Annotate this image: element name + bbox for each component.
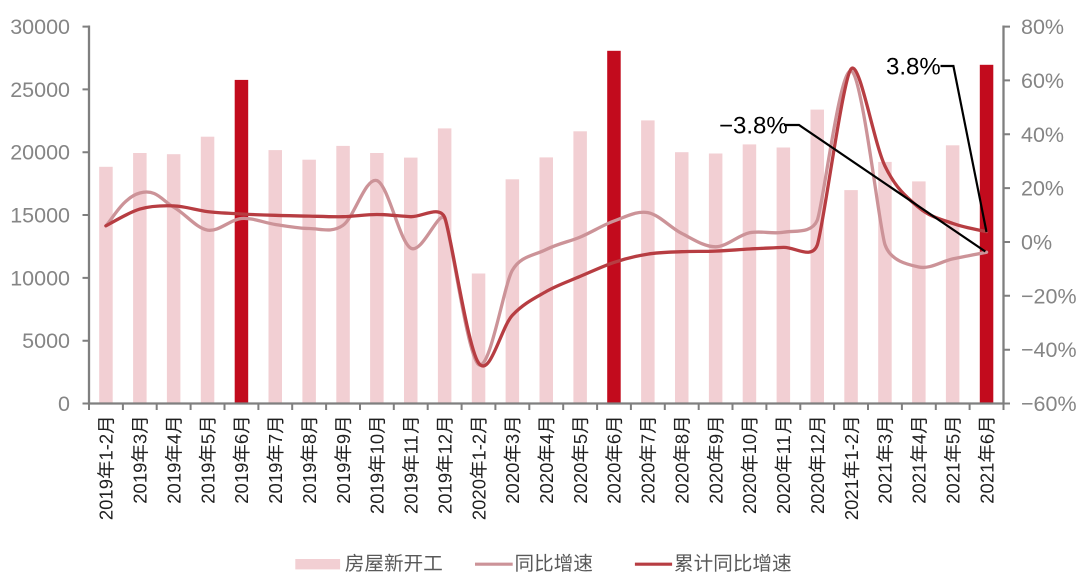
svg-text:2020: 2020 xyxy=(705,463,726,504)
svg-text:2020: 2020 xyxy=(739,473,760,514)
svg-text:2019: 2019 xyxy=(367,473,388,514)
svg-text:2019: 2019 xyxy=(96,479,117,520)
svg-text:0: 0 xyxy=(58,392,70,416)
svg-text:1-2: 1-2 xyxy=(96,434,117,461)
svg-text:−60%: −60% xyxy=(1021,392,1077,416)
svg-text:20%: 20% xyxy=(1021,177,1064,201)
svg-text:−3.8%: −3.8% xyxy=(719,113,788,140)
svg-text:−40%: −40% xyxy=(1021,338,1077,362)
svg-text:1-2: 1-2 xyxy=(468,434,489,461)
svg-text:7: 7 xyxy=(638,434,659,444)
svg-text:8: 8 xyxy=(671,434,692,444)
svg-text:2019: 2019 xyxy=(130,463,151,504)
svg-text:2019: 2019 xyxy=(163,463,184,504)
svg-text:2019: 2019 xyxy=(401,473,422,514)
svg-text:7: 7 xyxy=(265,434,286,444)
svg-text:0%: 0% xyxy=(1021,231,1052,255)
svg-text:2021: 2021 xyxy=(875,463,896,504)
svg-text:80%: 80% xyxy=(1021,15,1064,39)
svg-text:11: 11 xyxy=(401,435,422,454)
svg-text:40%: 40% xyxy=(1021,123,1064,147)
svg-text:9: 9 xyxy=(705,434,726,444)
svg-text:2019: 2019 xyxy=(197,463,218,504)
svg-text:2020: 2020 xyxy=(502,463,523,504)
svg-text:2021: 2021 xyxy=(942,463,963,504)
svg-text:60%: 60% xyxy=(1021,69,1064,93)
svg-text:12: 12 xyxy=(807,434,828,455)
svg-text:2019: 2019 xyxy=(299,463,320,504)
svg-text:2020: 2020 xyxy=(807,473,828,514)
svg-text:5: 5 xyxy=(570,434,591,444)
svg-text:3: 3 xyxy=(875,434,896,444)
svg-text:4: 4 xyxy=(536,434,557,444)
svg-text:15000: 15000 xyxy=(10,204,70,228)
svg-text:−20%: −20% xyxy=(1021,284,1077,308)
svg-text:2019: 2019 xyxy=(231,463,252,504)
svg-text:10: 10 xyxy=(739,434,760,455)
svg-text:5000: 5000 xyxy=(22,329,70,353)
svg-text:1-2: 1-2 xyxy=(841,434,862,461)
svg-text:2020: 2020 xyxy=(638,463,659,504)
svg-text:20000: 20000 xyxy=(10,141,70,165)
svg-text:3: 3 xyxy=(502,434,523,444)
svg-text:2020: 2020 xyxy=(468,479,489,520)
svg-text:4: 4 xyxy=(909,434,930,444)
svg-text:9: 9 xyxy=(333,434,354,444)
svg-text:11: 11 xyxy=(773,435,794,454)
svg-text:2021: 2021 xyxy=(909,463,930,504)
svg-text:2019: 2019 xyxy=(265,463,286,504)
svg-text:10000: 10000 xyxy=(10,266,70,290)
svg-text:8: 8 xyxy=(299,434,320,444)
svg-text:25000: 25000 xyxy=(10,78,70,102)
svg-text:5: 5 xyxy=(197,434,218,444)
svg-text:3.8%: 3.8% xyxy=(886,54,941,81)
svg-text:4: 4 xyxy=(163,434,184,444)
svg-text:2021: 2021 xyxy=(976,463,997,504)
svg-text:2019: 2019 xyxy=(434,473,455,514)
svg-text:10: 10 xyxy=(367,434,388,455)
svg-text:2021: 2021 xyxy=(841,479,862,520)
svg-text:3: 3 xyxy=(130,434,151,444)
svg-text:2019: 2019 xyxy=(333,463,354,504)
svg-text:5: 5 xyxy=(942,434,963,444)
svg-text:2020: 2020 xyxy=(773,473,794,514)
svg-text:2020: 2020 xyxy=(671,463,692,504)
svg-text:12: 12 xyxy=(434,434,455,455)
svg-text:6: 6 xyxy=(604,434,625,444)
svg-text:30000: 30000 xyxy=(10,15,70,39)
svg-text:2020: 2020 xyxy=(604,463,625,504)
svg-text:2020: 2020 xyxy=(536,463,557,504)
svg-text:6: 6 xyxy=(976,434,997,444)
svg-text:6: 6 xyxy=(231,434,252,444)
svg-text:2020: 2020 xyxy=(570,463,591,504)
